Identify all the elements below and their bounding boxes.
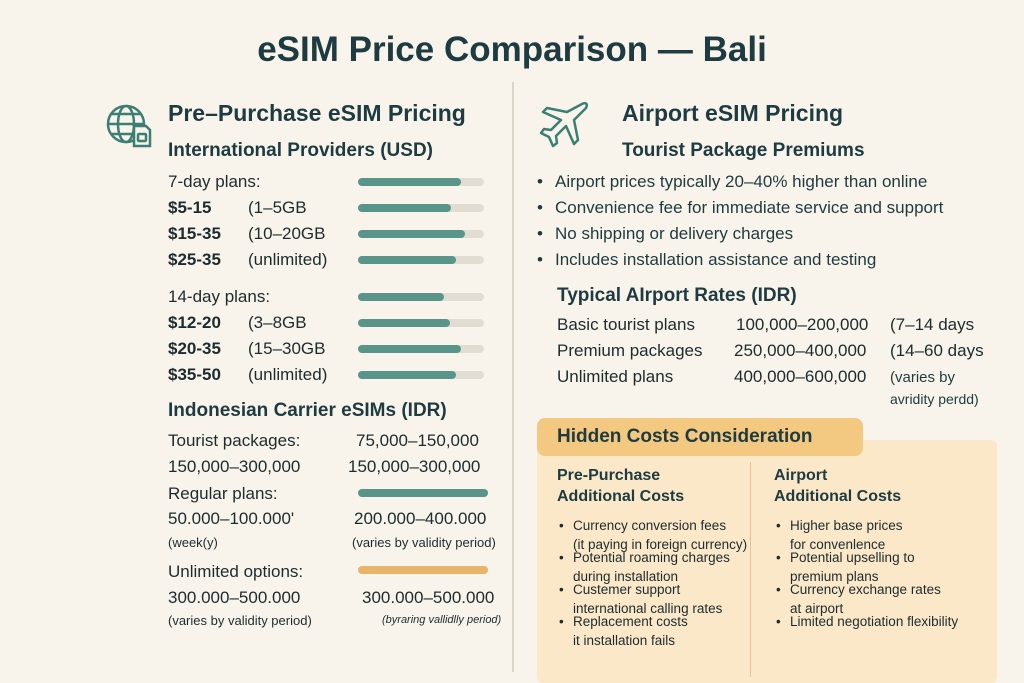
airport-heading: Airport eSIM Pricing <box>622 100 844 126</box>
rate-price: 100,000–200,000 <box>736 315 869 334</box>
prepurchase-subtitle: Additional Costs <box>557 488 685 505</box>
rate-name: Premium packages <box>557 341 703 360</box>
prepurchase-title: Pre-Purchase <box>557 467 661 484</box>
regular-note: (week(y) <box>168 535 218 550</box>
airport-costs-title: Airport <box>774 467 828 484</box>
unlimited-note: (varies by validity period) <box>168 613 312 628</box>
plan-bar <box>358 345 484 353</box>
list-item: No shipping or delivery charges <box>535 221 1005 247</box>
unlimited-bar <box>358 566 488 574</box>
plan-price: $15-35 <box>168 224 221 243</box>
plan-data: (1–5GB <box>248 198 307 217</box>
plan-bar <box>358 230 484 238</box>
plan-price: $20-35 <box>168 339 221 358</box>
list-item: Includes installation assistance and tes… <box>535 247 1005 273</box>
unlimited-note: (byraring vallidlly period) <box>382 614 502 626</box>
tourist-value: 75,000–150,000 <box>356 431 479 450</box>
plan-bar <box>358 319 484 327</box>
hidden-costs-heading: Hidden Costs Consideration <box>557 426 813 447</box>
tourist-label: Tourist packages: <box>168 431 301 450</box>
list-item: Airport prices typically 20–40% higher t… <box>535 169 1005 195</box>
list-item: Convenience fee for immediate service an… <box>535 195 1005 221</box>
intl-providers-heading: International Providers (USD) <box>168 140 433 161</box>
plan-data: (15–30GB <box>248 339 326 358</box>
prepurchase-costs: Pre-Purchase Additional Costs Currency c… <box>557 465 747 648</box>
globe-sim-icon <box>104 100 156 157</box>
rate-price: 250,000–400,000 <box>734 341 867 360</box>
regular-label: Regular plans: <box>168 484 278 503</box>
airport-rates-heading: Typical AIrport Rates (IDR) <box>557 285 797 306</box>
airport-costs-subtitle: Additional Costs <box>774 488 902 505</box>
plan-bar <box>358 293 484 301</box>
plan-price: $12-20 <box>168 313 221 332</box>
plan-data: (unlimited) <box>248 365 328 384</box>
plan-price: $25-35 <box>168 250 221 269</box>
unlimited-value: 300.000–500.000 <box>168 588 301 607</box>
hidden-costs-divider <box>750 462 751 677</box>
group-label: 14-day plans: <box>168 287 271 306</box>
carrier-value: 150,000–300,000 <box>348 457 481 476</box>
premium-bullets: Airport prices typically 20–40% higher t… <box>535 169 1005 273</box>
airport-costs: Airport Additional Costs Higher base pri… <box>774 465 989 644</box>
list-item: Limited negotiation flexibility <box>774 612 989 638</box>
rate-price: 400,000–600,000 <box>734 367 867 386</box>
unlimited-label: Unlimited options: <box>168 562 304 581</box>
column-divider <box>512 82 514 672</box>
rate-note: (varies by <box>890 369 956 386</box>
plan-bar <box>358 204 484 212</box>
hidden-costs-tag: Hidden Costs Consideration <box>537 418 863 456</box>
plan-price: $35-50 <box>168 365 221 384</box>
plan-data: (unlimited) <box>248 250 328 269</box>
plan-data: (10–20GB <box>248 224 326 243</box>
page-title: eSIM Price Comparison — Bali <box>257 30 767 69</box>
plan-bar <box>358 371 484 379</box>
carrier-heading: Indonesian Carrier eSIMs (IDR) <box>168 400 447 421</box>
rate-name: Basic tourist plans <box>557 315 695 334</box>
plan-price: $5-15 <box>168 198 212 217</box>
tourist-premiums-heading: Tourist Package Premiums <box>622 140 865 161</box>
plan-bar <box>358 178 484 186</box>
rate-name: Unlimited plans <box>557 367 674 386</box>
rate-note: (14–60 days <box>890 341 984 360</box>
carrier-value: 150,000–300,000 <box>168 457 301 476</box>
airplane-icon <box>538 98 590 155</box>
regular-value: 50.000–100.000' <box>168 509 295 528</box>
rate-note: (7–14 days <box>890 315 975 334</box>
regular-note: (varies by validity period) <box>352 535 496 550</box>
unlimited-value: 300.000–500.000 <box>362 588 495 607</box>
list-item: Currency conversion fees(it paying in fo… <box>557 516 747 552</box>
plan-data: (3–8GB <box>248 313 307 332</box>
regular-bar <box>358 489 488 497</box>
prepurchase-heading: Pre–Purchase eSIM Pricing <box>168 100 466 126</box>
rate-note-cont: avridity perdd) <box>890 391 979 407</box>
plan-bar <box>358 256 484 264</box>
group-label: 7-day plans: <box>168 172 261 191</box>
regular-value: 200.000–400.000 <box>354 509 487 528</box>
